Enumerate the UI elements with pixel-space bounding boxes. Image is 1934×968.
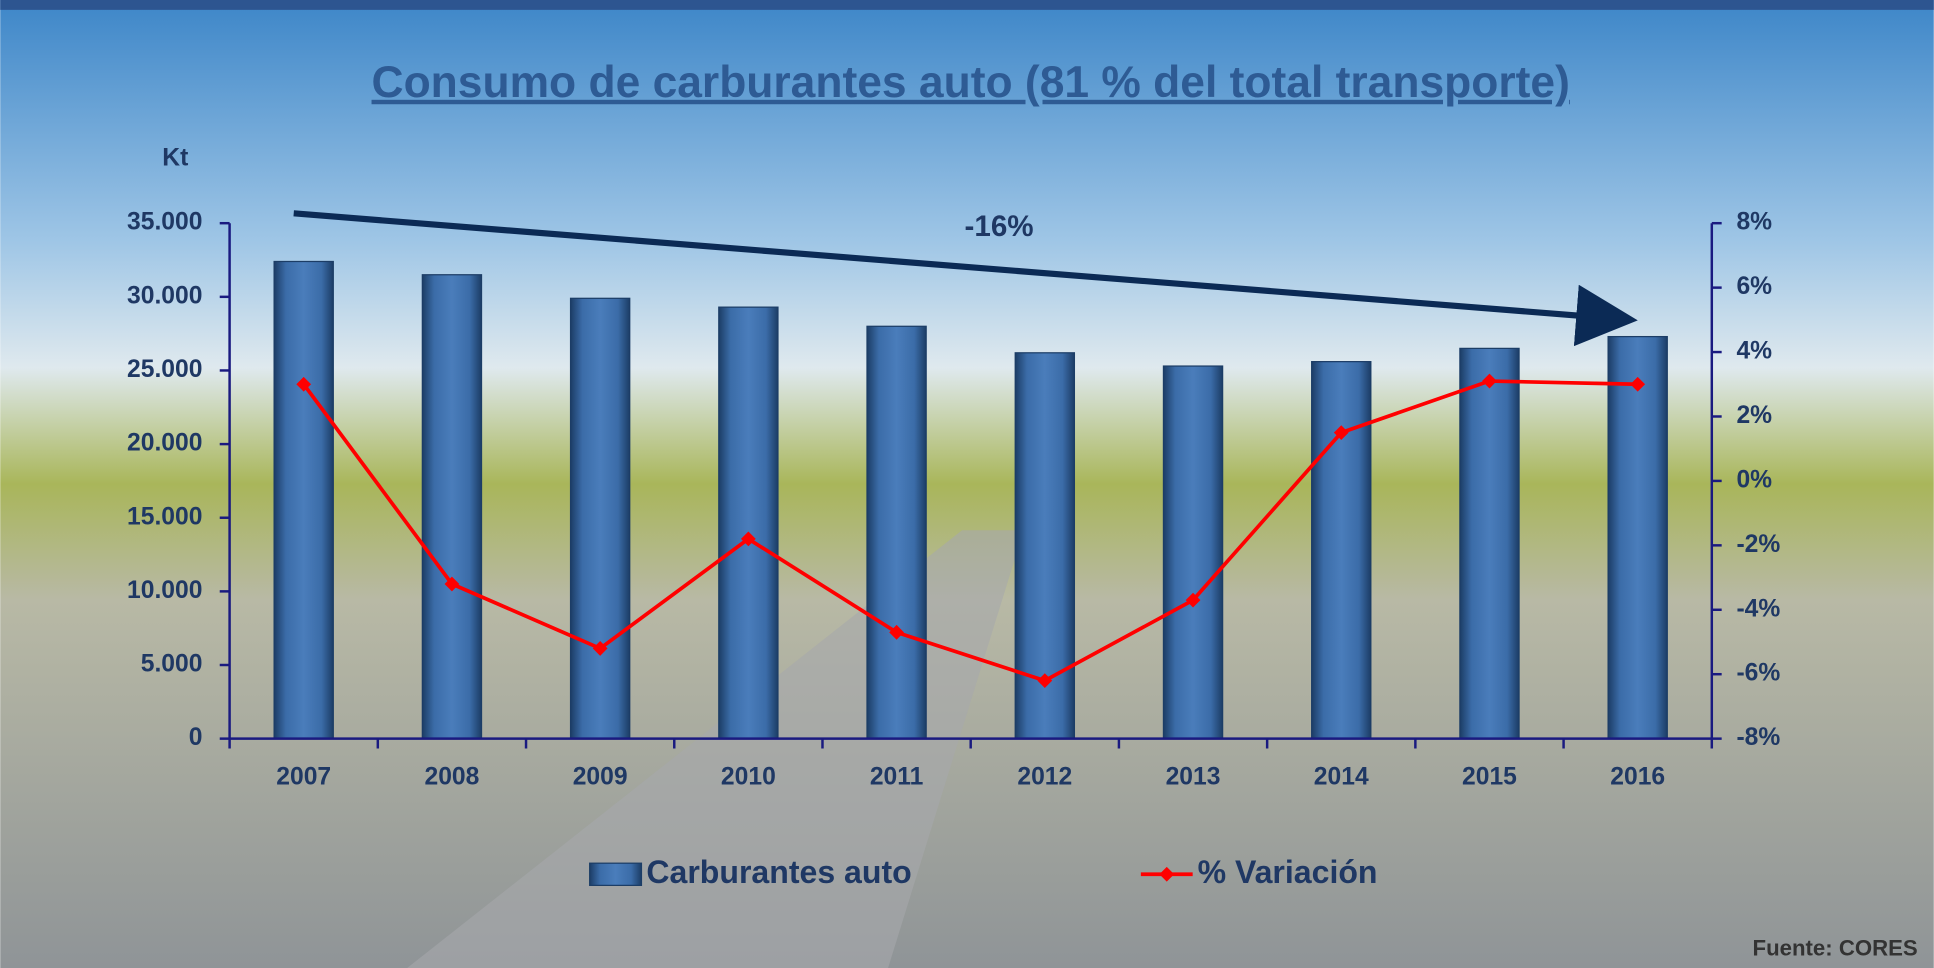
x-tick-label: 2010	[721, 764, 776, 791]
bar	[273, 260, 334, 740]
y-tick-label: 0	[189, 724, 203, 751]
y2-tick-label: -2%	[1736, 531, 1780, 558]
x-tick-label: 2014	[1314, 764, 1369, 791]
y-tick-label: 10.000	[127, 577, 202, 604]
x-tick-label: 2008	[424, 764, 479, 791]
y2-tick-label: 0%	[1736, 466, 1772, 493]
x-tick-label: 2015	[1462, 764, 1517, 791]
line-marker	[592, 641, 608, 656]
line-marker	[1482, 373, 1497, 389]
y2-tick-label: -8%	[1736, 724, 1780, 751]
chart-title: Consumo de carburantes auto (81 % del to…	[372, 58, 1570, 107]
y2-tick-label: 8%	[1736, 209, 1772, 236]
bar	[1607, 335, 1668, 740]
x-tick-label: 2012	[1017, 764, 1072, 791]
y2-tick-label: -6%	[1736, 660, 1780, 687]
x-tick-label: 2009	[573, 764, 628, 791]
line	[302, 379, 1638, 683]
legend-label: Carburantes auto	[646, 854, 911, 890]
y-tick-label: 35.000	[127, 209, 202, 236]
y2-tick-label: 6%	[1736, 273, 1772, 300]
y-tick-label: 5.000	[141, 651, 203, 678]
legend-marker	[1159, 866, 1175, 882]
source: Fuente: CORES	[1753, 935, 1918, 960]
x-tick-label: 2011	[870, 764, 924, 791]
legend-label: % Variación	[1198, 854, 1378, 890]
line-marker	[1333, 425, 1349, 440]
x-tick-label: 2007	[276, 764, 331, 791]
annotation: -16%	[965, 210, 1034, 243]
line-marker	[296, 376, 312, 392]
y2-tick-label: -4%	[1736, 595, 1780, 622]
bar	[1311, 361, 1372, 740]
legend-swatch	[589, 862, 643, 886]
line-marker	[1037, 673, 1053, 689]
y-tick-label: 15.000	[127, 503, 202, 530]
bar	[1162, 365, 1224, 740]
y-tick-label: 20.000	[127, 430, 202, 457]
y2-tick-label: 4%	[1736, 338, 1772, 365]
y-axis-unit: Kt	[162, 145, 188, 172]
bar	[421, 274, 483, 740]
y2-tick-label: 2%	[1736, 402, 1772, 429]
x-tick-label: 2013	[1166, 764, 1221, 791]
y-tick-label: 25.000	[127, 356, 202, 383]
line-marker	[1630, 376, 1646, 392]
bar	[718, 306, 779, 740]
bar	[866, 325, 927, 740]
bar	[1459, 347, 1520, 740]
trend-arrow	[293, 210, 1638, 347]
top-border	[0, 0, 1934, 10]
bar	[569, 297, 631, 740]
x-tick-label: 2016	[1610, 764, 1665, 791]
y-tick-label: 30.000	[127, 282, 202, 309]
